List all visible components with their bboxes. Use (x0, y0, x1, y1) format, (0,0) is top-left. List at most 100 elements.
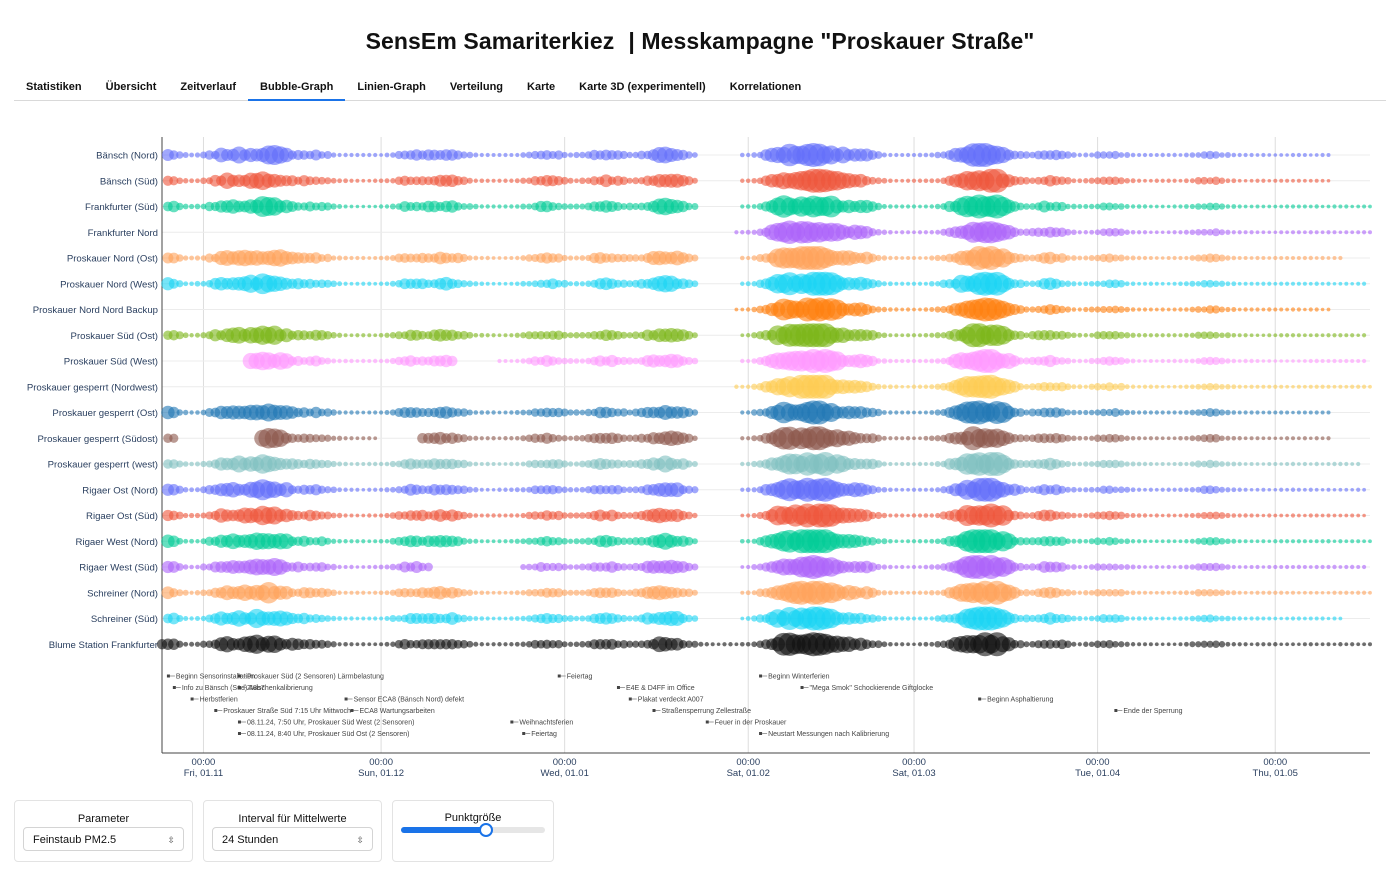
bubble-point[interactable] (579, 409, 586, 416)
bubble-point[interactable] (514, 641, 520, 647)
bubble-point[interactable] (1320, 384, 1325, 389)
bubble-point[interactable] (343, 436, 348, 441)
bubble-point[interactable] (882, 435, 887, 441)
bubble-point[interactable] (1148, 256, 1153, 260)
bubble-point[interactable] (1332, 642, 1337, 647)
bubble-point[interactable] (349, 462, 354, 466)
bubble-point[interactable] (1249, 281, 1254, 286)
bubble-point[interactable] (1314, 204, 1319, 209)
bubble-point[interactable] (349, 642, 354, 647)
bubble-point[interactable] (881, 281, 887, 287)
bubble-point[interactable] (349, 358, 354, 364)
bubble-point[interactable] (734, 307, 739, 312)
bubble-point[interactable] (1206, 279, 1214, 288)
bubble-point[interactable] (183, 564, 189, 570)
bubble-point[interactable] (1130, 564, 1136, 570)
bubble-point[interactable] (614, 640, 622, 648)
bubble-point[interactable] (343, 461, 348, 467)
bubble-point[interactable] (1296, 487, 1301, 492)
bubble-point[interactable] (1350, 487, 1354, 492)
bubble-point[interactable] (1296, 307, 1301, 312)
bubble-point[interactable] (1142, 152, 1148, 158)
bubble-point[interactable] (1143, 565, 1147, 569)
bubble-point[interactable] (568, 152, 574, 158)
bubble-point[interactable] (923, 590, 929, 595)
bubble-point[interactable] (194, 203, 201, 210)
bubble-point[interactable] (867, 433, 878, 444)
bubble-point[interactable] (918, 307, 922, 312)
bubble-point[interactable] (1071, 615, 1077, 622)
bubble-point[interactable] (1166, 539, 1171, 544)
bubble-point[interactable] (343, 590, 348, 595)
bubble-point[interactable] (894, 152, 899, 158)
bubble-point[interactable] (1044, 251, 1057, 265)
bubble-point[interactable] (614, 588, 622, 597)
bubble-point[interactable] (1326, 539, 1331, 544)
bubble-point[interactable] (685, 202, 693, 211)
bubble-point[interactable] (1111, 459, 1120, 469)
bubble-point[interactable] (1291, 410, 1295, 415)
bubble-point[interactable] (626, 589, 633, 596)
bubble-point[interactable] (1344, 281, 1349, 286)
bubble-point[interactable] (176, 409, 183, 416)
bubble-point[interactable] (1022, 614, 1031, 623)
bubble-point[interactable] (881, 512, 888, 519)
bubble-point[interactable] (875, 228, 882, 236)
bubble-point[interactable] (918, 256, 922, 260)
bubble-point[interactable] (894, 590, 899, 595)
bubble-point[interactable] (1077, 487, 1083, 493)
bubble-point[interactable] (548, 202, 558, 211)
bubble-point[interactable] (574, 178, 579, 184)
bubble-point[interactable] (1350, 642, 1355, 647)
bubble-point[interactable] (453, 459, 463, 469)
bubble-point[interactable] (337, 435, 343, 441)
bubble-point[interactable] (637, 150, 646, 160)
bubble-point[interactable] (860, 225, 873, 239)
bubble-point[interactable] (1189, 435, 1196, 442)
bubble-point[interactable] (900, 410, 905, 415)
bubble-point[interactable] (355, 436, 360, 441)
bubble-point[interactable] (613, 356, 623, 366)
bubble-point[interactable] (1362, 281, 1367, 286)
bubble-point[interactable] (1255, 539, 1260, 544)
bubble-point[interactable] (331, 358, 337, 364)
bubble-point[interactable] (1296, 616, 1301, 621)
bubble-point[interactable] (1291, 590, 1295, 595)
bubble-point[interactable] (1166, 281, 1171, 286)
bubble-point[interactable] (554, 150, 564, 160)
bubble-point[interactable] (561, 460, 569, 468)
bubble-point[interactable] (1057, 433, 1067, 443)
parameter-select[interactable]: Feinstaub PM2.5 ⇳ (23, 827, 184, 851)
bubble-point[interactable] (606, 509, 618, 522)
bubble-point[interactable] (1160, 539, 1165, 544)
bubble-point[interactable] (361, 642, 366, 647)
bubble-point[interactable] (1172, 358, 1177, 364)
bubble-point[interactable] (367, 539, 372, 544)
bubble-point[interactable] (514, 410, 520, 415)
bubble-point[interactable] (867, 407, 878, 418)
bubble-point[interactable] (1057, 613, 1067, 624)
bubble-point[interactable] (1154, 462, 1159, 466)
bubble-point[interactable] (1291, 642, 1295, 647)
bubble-point[interactable] (1314, 178, 1319, 183)
bubble-point[interactable] (579, 203, 586, 210)
bubble-point[interactable] (1016, 640, 1025, 649)
bubble-point[interactable] (868, 228, 877, 237)
bubble-point[interactable] (1302, 281, 1307, 286)
bubble-point[interactable] (536, 562, 546, 572)
bubble-point[interactable] (1166, 513, 1171, 518)
bubble-point[interactable] (1320, 178, 1325, 183)
bubble-point[interactable] (1314, 461, 1319, 467)
bubble-point[interactable] (620, 614, 628, 623)
bubble-point[interactable] (1118, 564, 1125, 570)
bubble-point[interactable] (1057, 227, 1067, 237)
bubble-point[interactable] (1219, 461, 1225, 467)
bubble-point[interactable] (189, 281, 194, 287)
bubble-point[interactable] (626, 177, 633, 184)
bubble-point[interactable] (1154, 384, 1159, 389)
bubble-point[interactable] (1261, 281, 1266, 286)
bubble-point[interactable] (311, 614, 321, 623)
bubble-point[interactable] (1356, 230, 1361, 235)
bubble-point[interactable] (1212, 485, 1220, 494)
bubble-point[interactable] (1344, 513, 1349, 518)
